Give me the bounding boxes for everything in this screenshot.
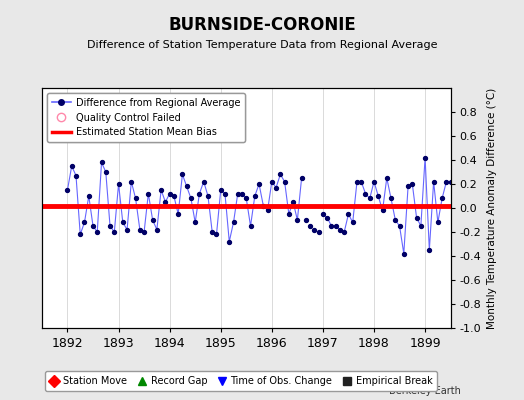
Point — [127, 178, 136, 185]
Point — [246, 223, 255, 229]
Point — [114, 181, 123, 187]
Point — [182, 183, 191, 190]
Point — [102, 169, 110, 175]
Point — [344, 211, 353, 217]
Point — [302, 217, 310, 223]
Point — [395, 223, 403, 229]
Point — [348, 219, 357, 226]
Point — [161, 199, 170, 205]
Point — [204, 193, 212, 199]
Y-axis label: Monthly Temperature Anomaly Difference (°C): Monthly Temperature Anomaly Difference (… — [487, 87, 497, 329]
Point — [370, 178, 378, 185]
Point — [434, 219, 442, 226]
Point — [84, 193, 93, 199]
Point — [425, 247, 433, 253]
Point — [276, 171, 285, 178]
Point — [404, 183, 412, 190]
Point — [106, 223, 114, 229]
Point — [374, 193, 383, 199]
Point — [412, 214, 421, 221]
Point — [272, 184, 280, 191]
Point — [289, 199, 297, 205]
Point — [216, 187, 225, 193]
Point — [442, 178, 451, 185]
Point — [319, 211, 327, 217]
Point — [144, 190, 152, 197]
Point — [366, 195, 374, 202]
Point — [285, 211, 293, 217]
Point — [174, 211, 182, 217]
Point — [132, 195, 140, 202]
Point — [68, 163, 76, 169]
Point — [191, 219, 199, 226]
Point — [123, 226, 132, 233]
Point — [391, 217, 399, 223]
Point — [255, 181, 263, 187]
Point — [152, 226, 161, 233]
Point — [353, 178, 361, 185]
Point — [438, 195, 446, 202]
Point — [378, 207, 387, 214]
Point — [336, 226, 344, 233]
Point — [166, 190, 174, 197]
Point — [80, 219, 89, 226]
Point — [140, 229, 148, 235]
Point — [76, 231, 84, 238]
Point — [200, 178, 208, 185]
Point — [93, 229, 102, 235]
Point — [157, 187, 165, 193]
Point — [195, 190, 204, 197]
Point — [110, 229, 118, 235]
Point — [178, 171, 187, 178]
Point — [340, 229, 348, 235]
Legend: Difference from Regional Average, Quality Control Failed, Estimated Station Mean: Difference from Regional Average, Qualit… — [47, 93, 245, 142]
Point — [306, 223, 314, 229]
Point — [264, 207, 272, 214]
Text: Berkeley Earth: Berkeley Earth — [389, 386, 461, 396]
Point — [250, 193, 259, 199]
Point — [136, 226, 144, 233]
Point — [89, 223, 97, 229]
Point — [230, 219, 238, 226]
Point — [208, 229, 216, 235]
Legend: Station Move, Record Gap, Time of Obs. Change, Empirical Break: Station Move, Record Gap, Time of Obs. C… — [45, 372, 438, 391]
Point — [430, 178, 438, 185]
Text: BURNSIDE-CORONIE: BURNSIDE-CORONIE — [168, 16, 356, 34]
Point — [310, 226, 319, 233]
Point — [387, 195, 395, 202]
Text: Difference of Station Temperature Data from Regional Average: Difference of Station Temperature Data f… — [87, 40, 437, 50]
Point — [332, 223, 340, 229]
Point — [400, 250, 408, 257]
Point — [170, 193, 178, 199]
Point — [314, 229, 323, 235]
Point — [298, 175, 306, 181]
Point — [417, 223, 425, 229]
Point — [293, 217, 301, 223]
Point — [421, 154, 429, 161]
Point — [187, 195, 195, 202]
Point — [361, 190, 369, 197]
Point — [72, 172, 80, 179]
Point — [234, 190, 242, 197]
Point — [225, 238, 234, 245]
Point — [408, 181, 417, 187]
Point — [259, 202, 267, 209]
Point — [63, 187, 72, 193]
Point — [357, 178, 365, 185]
Point — [212, 231, 221, 238]
Point — [118, 219, 127, 226]
Point — [221, 190, 229, 197]
Point — [328, 223, 336, 229]
Point — [238, 190, 246, 197]
Point — [148, 217, 157, 223]
Point — [97, 159, 106, 166]
Point — [383, 175, 391, 181]
Point — [446, 178, 455, 185]
Point — [268, 178, 276, 185]
Point — [242, 195, 250, 202]
Point — [280, 178, 289, 185]
Point — [323, 214, 331, 221]
